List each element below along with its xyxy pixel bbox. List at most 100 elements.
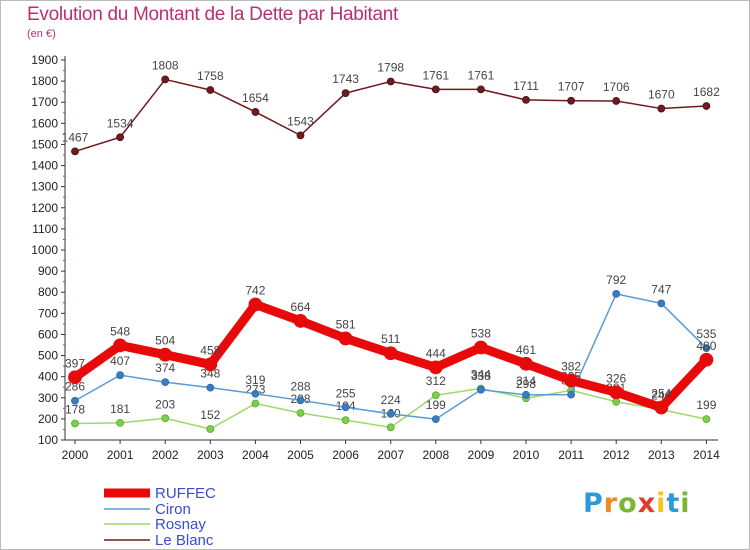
data-point-rosnay [251,399,260,408]
y-tick-label: 300 [38,391,58,405]
series-le-blanc: 1467 1534 1808 1758 1654 1543 1743 1798 1761 1761… [62,58,720,156]
data-point-le-blanc [612,97,621,105]
y-tick-label: 1600 [31,116,58,130]
data-label-le-blanc: 1670 [648,88,675,102]
data-point-ciron [161,378,170,387]
x-tick-label: 2009 [468,448,495,462]
data-label-rosnay: 203 [155,397,175,411]
data-label-rosnay: 152 [200,408,220,422]
data-point-ciron [71,396,79,405]
data-point-ruffec [203,357,218,372]
data-label-ruffec: 742 [245,283,265,297]
legend-label-le-blanc: Le Blanc [155,532,214,549]
data-point-rosnay [116,418,124,427]
x-tick-label: 2008 [422,448,449,462]
data-label-le-blanc: 1682 [693,85,720,99]
data-point-rosnay [341,416,350,425]
y-tick-label: 1100 [32,222,58,236]
data-point-ciron [206,383,215,392]
data-point-le-blanc [296,131,305,140]
data-point-le-blanc [702,102,711,110]
proxiti-logo: Proxiti [583,488,691,519]
logo-letter: x [637,488,657,519]
data-label-ciron: 338 [471,369,491,383]
data-label-rosnay: 178 [65,403,85,417]
data-label-ciron: 255 [336,386,356,400]
y-tick-label: 1900 [31,53,58,67]
data-label-ciron: 288 [290,379,310,393]
data-point-rosnay [386,423,395,432]
data-point-rosnay [612,397,621,406]
data-label-ciron: 224 [381,393,401,407]
data-point-ruffec [338,331,353,346]
data-point-ciron [386,409,395,418]
data-label-ciron: 535 [696,327,716,341]
logo-letter: o [618,488,638,519]
data-label-le-blanc: 1711 [513,79,539,93]
x-tick-label: 2005 [287,448,314,462]
data-point-ciron [431,415,440,424]
data-label-rosnay: 312 [426,374,446,388]
data-label-ruffec: 461 [516,343,536,357]
data-point-rosnay [702,415,711,424]
data-point-ruffec [248,297,263,312]
y-tick-label: 500 [38,349,58,363]
x-tick-label: 2014 [693,448,720,462]
data-point-ruffec [293,314,308,328]
data-label-le-blanc: 1761 [422,68,449,82]
x-tick-label: 2007 [377,448,404,462]
y-tick-label: 200 [38,412,58,426]
data-label-ciron: 314 [516,374,536,388]
x-tick-label: 2000 [62,448,89,462]
y-tick-label: 400 [38,370,58,384]
data-point-ciron [341,403,350,412]
x-tick-label: 2003 [197,448,224,462]
data-label-le-blanc: 1654 [242,91,269,105]
data-point-le-blanc [341,89,350,98]
y-tick-label: 1800 [31,74,58,88]
data-point-ruffec [473,340,488,355]
data-point-ruffec [564,373,578,388]
data-point-ruffec [428,360,443,375]
y-tick-label: 100 [38,433,58,447]
data-label-ciron: 792 [606,273,626,287]
data-label-ruffec: 397 [65,356,85,370]
data-label-ruffec: 548 [110,324,130,338]
data-label-ciron: 319 [245,373,265,387]
data-point-ruffec [158,347,173,362]
data-label-rosnay: 344 [471,367,491,381]
data-label-ciron: 199 [426,398,446,412]
data-label-rosnay: 181 [110,402,130,416]
y-tick-label: 1000 [31,243,58,257]
data-label-ruffec: 664 [290,300,310,314]
data-label-ruffec: 458 [200,343,220,357]
y-tick-label: 1200 [31,201,58,215]
x-tick-label: 2006 [332,448,359,462]
data-point-le-blanc [386,77,395,86]
data-label-ruffec: 511 [381,332,400,346]
data-label-le-blanc: 1534 [107,116,134,130]
data-label-le-blanc: 1798 [377,61,404,75]
data-point-le-blanc [476,85,485,94]
data-point-le-blanc [567,96,575,105]
data-point-le-blanc [116,133,124,142]
x-tick-label: 2011 [558,448,584,462]
data-label-ruffec: 538 [471,327,491,341]
data-label-ruffec: 504 [155,334,175,348]
series-ciron: 2864073743483192882552241993383143157927… [65,273,717,424]
data-label-le-blanc: 1707 [558,80,585,94]
x-tick-label: 2001 [107,448,134,462]
data-point-ciron [567,390,575,399]
data-point-le-blanc [657,104,666,113]
data-point-ciron [702,344,711,353]
x-tick-label: 2013 [648,448,675,462]
data-point-ruffec [699,352,714,367]
y-tick-label: 1300 [31,180,58,194]
data-point-ruffec [609,385,624,400]
data-label-ruffec: 382 [561,359,581,373]
x-tick-label: 2002 [152,448,179,462]
data-point-le-blanc [71,147,79,156]
logo-letter: i [680,488,691,519]
data-label-ruffec: 326 [606,371,626,385]
